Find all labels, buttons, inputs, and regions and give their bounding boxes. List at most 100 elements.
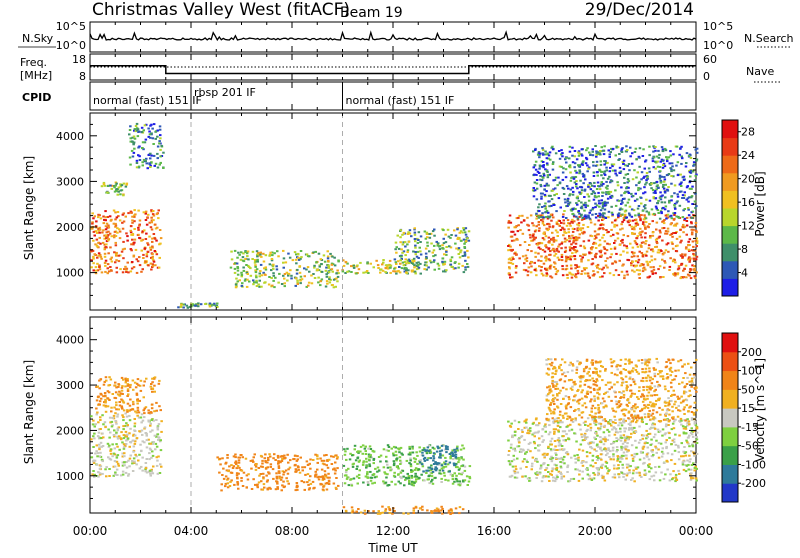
scatter-cell [570,258,573,260]
scatter-cell [518,442,521,444]
scatter-cell [96,257,99,259]
scatter-cell [594,432,597,434]
scatter-cell [551,190,554,192]
scatter-cell [507,222,510,224]
scatter-cell [588,240,591,242]
scatter-cell [262,489,265,491]
scatter-cell [682,455,685,457]
scatter-cell [579,180,582,182]
scatter-cell [521,476,524,478]
scatter-cell [560,166,563,168]
scatter-cell [92,420,95,422]
scatter-cell [151,378,154,380]
scatter-cell [159,134,162,136]
scatter-cell [117,429,120,431]
scatter-cell [320,258,323,260]
scatter-cell [552,225,555,227]
scatter-cell [333,279,336,281]
scatter-cell [622,467,625,469]
scatter-cell [221,457,224,459]
scatter-cell [634,214,637,216]
scatter-cell [567,188,570,190]
scatter-cell [96,413,99,415]
scatter-cell [559,461,562,463]
scatter-cell [618,476,621,478]
scatter-cell [661,146,664,148]
scatter-cell [585,204,588,206]
scatter-cell [676,245,679,247]
scatter-cell [689,458,692,460]
scatter-cell [578,191,581,193]
scatter-cell [642,435,645,437]
scatter-cell [113,415,116,417]
scatter-cell [592,148,595,150]
scatter-cell [380,455,383,457]
scatter-cell [399,456,402,458]
scatter-cell [573,455,576,457]
scatter-cell [517,438,520,440]
scatter-cell [670,196,673,198]
scatter-cell [522,255,525,257]
scatter-cell [224,485,227,487]
scatter-cell [511,436,514,438]
scatter-cell [655,229,658,231]
scatter-cell [241,282,244,284]
scatter-cell [680,455,683,457]
scatter-cell [289,269,292,271]
scatter-cell [182,307,185,309]
scatter-cell [529,234,532,236]
scatter-cell [389,469,392,471]
scatter-cell [357,483,360,485]
scatter-cell [118,435,121,437]
scatter-cell [534,149,537,151]
scatter-cell [607,439,610,441]
scatter-cell [527,274,530,276]
scatter-cell [402,476,405,478]
scatter-cell [449,457,452,459]
scatter-cell [670,183,673,185]
scatter-cell [110,459,113,461]
scatter-cell [115,244,118,246]
scatter-cell [638,205,641,207]
scatter-cell [638,472,641,474]
scatter-cell [612,453,615,455]
scatter-cell [229,485,232,487]
scatter-cell [568,165,571,167]
scatter-cell [240,259,243,261]
scatter-cell [129,428,132,430]
scatter-cell [159,149,162,151]
scatter-cell [600,251,603,253]
scatter-cell [595,156,598,158]
scatter-cell [306,481,309,483]
scatter-cell [134,239,137,241]
scatter-cell [296,482,299,484]
scatter-cell [402,262,405,264]
scatter-cell [277,255,280,257]
scatter-cell [542,233,545,235]
scatter-cell [411,448,414,450]
scatter-cell [449,259,452,261]
scatter-cell [404,246,407,248]
scatter-cell [334,473,337,475]
scatter-cell [585,267,588,269]
scatter-cell [355,273,358,275]
scatter-cell [562,213,565,215]
scatter-cell [556,184,559,186]
scatter-cell [129,164,132,166]
scatter-cell [639,273,642,275]
scatter-cell [252,283,255,285]
scatter-cell [272,264,275,266]
scatter-cell [554,440,557,442]
scatter-cell [691,186,694,188]
scatter-cell [453,451,456,453]
scatter-cell [403,232,406,234]
scatter-cell [627,173,630,175]
scatter-cell [260,264,263,266]
scatter-cell [146,242,149,244]
scatter-cell [105,234,108,236]
scatter-cell [548,424,551,426]
scatter-cell [129,399,132,401]
scatter-cell [688,261,691,263]
scatter-cell [540,216,543,218]
scatter-cell [130,455,133,457]
